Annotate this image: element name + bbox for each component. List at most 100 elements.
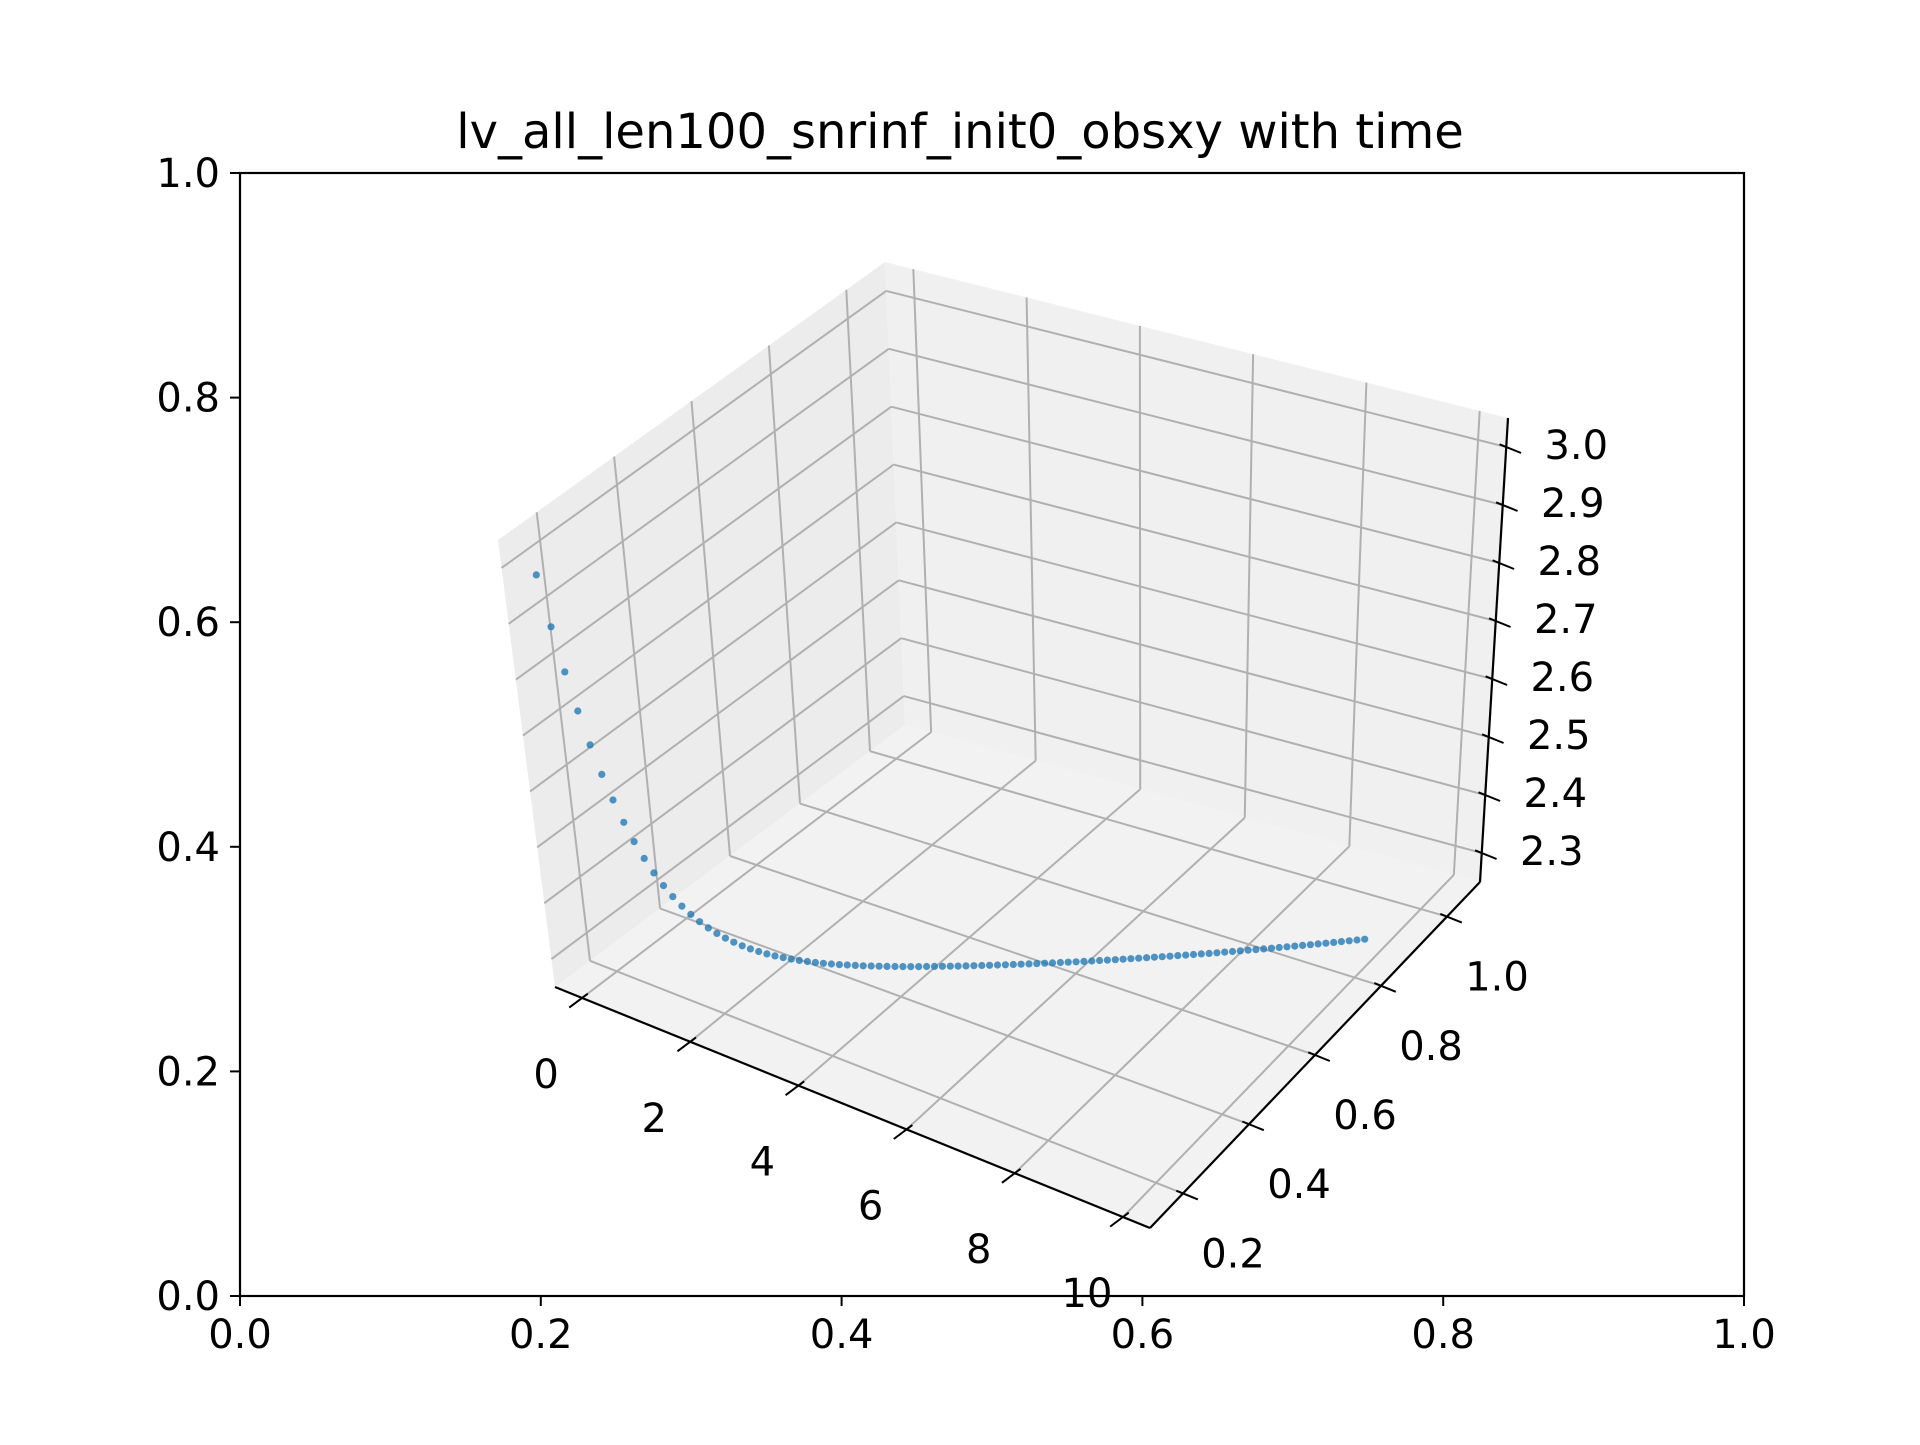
data-point bbox=[812, 959, 819, 966]
axes-3d-panes bbox=[498, 262, 1508, 1228]
data-point bbox=[947, 963, 954, 970]
data-point bbox=[1361, 936, 1368, 943]
data-point bbox=[1018, 961, 1025, 968]
data-point bbox=[705, 924, 712, 931]
z-tick-label: 2.4 bbox=[1523, 771, 1587, 817]
data-point bbox=[631, 838, 638, 845]
data-point bbox=[1213, 949, 1220, 956]
outer-y-tick-label: 1.0 bbox=[156, 151, 220, 197]
data-point bbox=[876, 963, 883, 970]
data-point bbox=[533, 571, 540, 578]
data-point bbox=[1143, 954, 1150, 961]
data-point bbox=[1206, 950, 1213, 957]
data-point bbox=[1096, 957, 1103, 964]
x-tick-label: 4 bbox=[750, 1140, 775, 1186]
data-point bbox=[796, 957, 803, 964]
axes-3d: 02468100.20.40.60.81.02.32.42.52.62.72.8… bbox=[498, 262, 1608, 1317]
z-tick-label: 3.0 bbox=[1544, 423, 1608, 469]
data-point bbox=[1049, 959, 1056, 966]
data-point bbox=[962, 962, 969, 969]
data-point bbox=[669, 893, 676, 900]
data-point bbox=[955, 963, 962, 970]
z-tick-label: 2.3 bbox=[1520, 829, 1584, 875]
data-point bbox=[678, 903, 685, 910]
x-tick-label: 6 bbox=[858, 1183, 883, 1229]
data-point bbox=[899, 963, 906, 970]
data-point bbox=[1338, 938, 1345, 945]
data-point bbox=[561, 668, 568, 675]
data-point bbox=[1182, 952, 1189, 959]
data-point bbox=[1307, 941, 1314, 948]
data-point bbox=[755, 948, 762, 955]
data-point bbox=[1260, 945, 1267, 952]
data-point bbox=[828, 960, 835, 967]
data-point bbox=[883, 963, 890, 970]
x-tick-label: 2 bbox=[642, 1096, 667, 1142]
data-point bbox=[1330, 939, 1337, 946]
outer-y-tick-label: 0.4 bbox=[156, 825, 220, 871]
z-tick-label: 2.6 bbox=[1530, 655, 1594, 701]
outer-y-tick-label: 0.0 bbox=[156, 1274, 220, 1320]
data-point bbox=[844, 961, 851, 968]
data-point bbox=[1065, 959, 1072, 966]
data-point bbox=[1276, 944, 1283, 951]
outer-x-tick-label: 0.2 bbox=[509, 1312, 573, 1358]
data-point bbox=[1151, 954, 1158, 961]
data-point bbox=[804, 958, 811, 965]
x-tick-label: 8 bbox=[966, 1227, 991, 1273]
data-point bbox=[1198, 950, 1205, 957]
data-point bbox=[970, 962, 977, 969]
data-point bbox=[788, 956, 795, 963]
data-point bbox=[1033, 960, 1040, 967]
data-point bbox=[641, 855, 648, 862]
outer-y-tick-label: 0.6 bbox=[156, 600, 220, 646]
data-point bbox=[780, 954, 787, 961]
data-point bbox=[730, 939, 737, 946]
data-point bbox=[978, 962, 985, 969]
data-point bbox=[1174, 952, 1181, 959]
data-point bbox=[1245, 947, 1252, 954]
data-point bbox=[836, 961, 843, 968]
data-point bbox=[574, 707, 581, 714]
data-point bbox=[820, 960, 827, 967]
data-point bbox=[1322, 940, 1329, 947]
data-point bbox=[915, 963, 922, 970]
y-tick-label: 0.6 bbox=[1333, 1093, 1397, 1139]
data-point bbox=[1159, 953, 1166, 960]
data-point bbox=[1112, 956, 1119, 963]
data-point bbox=[696, 918, 703, 925]
data-point bbox=[771, 952, 778, 959]
z-tick-label: 2.9 bbox=[1541, 481, 1605, 527]
data-point bbox=[650, 869, 657, 876]
data-point bbox=[609, 796, 616, 803]
data-point bbox=[1237, 947, 1244, 954]
data-point bbox=[1041, 960, 1048, 967]
x-tick-label: 0 bbox=[533, 1052, 558, 1098]
z-tick-label: 2.7 bbox=[1534, 597, 1598, 643]
x-tick-label: 10 bbox=[1062, 1271, 1113, 1317]
data-point bbox=[939, 963, 946, 970]
data-point bbox=[860, 962, 867, 969]
data-point bbox=[587, 741, 594, 748]
data-point bbox=[1299, 942, 1306, 949]
data-point bbox=[1190, 951, 1197, 958]
data-point bbox=[1025, 960, 1032, 967]
data-point bbox=[739, 942, 746, 949]
y-tick-label: 1.0 bbox=[1465, 955, 1529, 1001]
outer-y-tick-label: 0.2 bbox=[156, 1049, 220, 1095]
data-point bbox=[1229, 948, 1236, 955]
data-point bbox=[1080, 958, 1087, 965]
data-point bbox=[713, 930, 720, 937]
data-point bbox=[1088, 957, 1095, 964]
data-point bbox=[1073, 958, 1080, 965]
data-point bbox=[931, 963, 938, 970]
data-point bbox=[907, 963, 914, 970]
data-point bbox=[852, 962, 859, 969]
data-point bbox=[923, 963, 930, 970]
data-point bbox=[986, 962, 993, 969]
outer-x-tick-label: 0.4 bbox=[810, 1312, 874, 1358]
data-point bbox=[1346, 937, 1353, 944]
